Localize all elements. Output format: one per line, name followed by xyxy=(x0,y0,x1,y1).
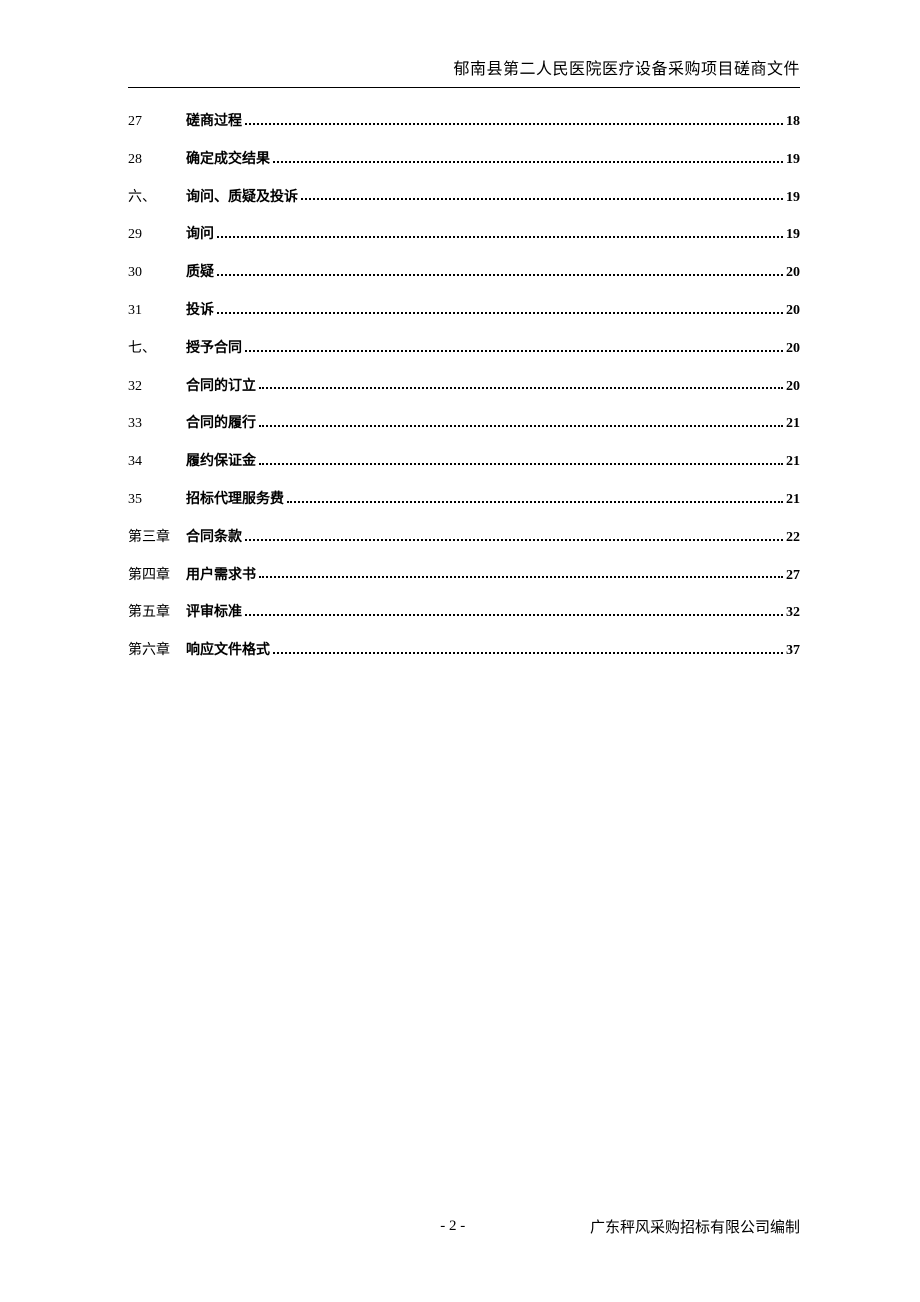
toc-page: 20 xyxy=(786,299,800,323)
toc-dots xyxy=(245,123,783,125)
toc-dots xyxy=(259,425,783,427)
toc-title: 用户需求书 xyxy=(186,564,256,588)
toc-page: 32 xyxy=(786,601,800,625)
toc-number: 第六章 xyxy=(128,639,186,663)
toc-number: 35 xyxy=(128,488,186,512)
toc-page: 37 xyxy=(786,639,800,663)
toc-number: 33 xyxy=(128,412,186,436)
toc-row: 31投诉 20 xyxy=(128,299,800,323)
toc-dots xyxy=(217,274,783,276)
document-page: 郁南县第二人民医院医疗设备采购项目磋商文件 27磋商过程1828确定成交结果19… xyxy=(0,0,920,1302)
toc-row: 第三章合同条款 22 xyxy=(128,526,800,550)
toc-dots xyxy=(217,236,783,238)
toc-title: 合同的订立 xyxy=(186,375,256,399)
toc-page: 20 xyxy=(786,261,800,285)
footer-company: 广东秤风采购招标有限公司编制 xyxy=(590,1216,800,1237)
toc-dots xyxy=(301,198,783,200)
toc-page: 21 xyxy=(786,488,800,512)
toc-title: 授予合同 xyxy=(186,337,242,361)
toc-number: 34 xyxy=(128,450,186,474)
toc-row: 33合同的履行 21 xyxy=(128,412,800,436)
toc-title: 投诉 xyxy=(186,299,214,323)
toc-title: 询问 xyxy=(186,223,214,247)
toc-title: 合同条款 xyxy=(186,526,242,550)
page-header: 郁南县第二人民医院医疗设备采购项目磋商文件 xyxy=(128,55,800,88)
toc-row: 第六章响应文件格式 37 xyxy=(128,639,800,663)
toc-number: 29 xyxy=(128,223,186,247)
toc-dots xyxy=(273,652,783,654)
toc-page: 20 xyxy=(786,375,800,399)
toc-dots xyxy=(259,576,783,578)
toc-dots xyxy=(259,463,783,465)
toc-title: 磋商过程 xyxy=(186,110,242,134)
toc-page: 22 xyxy=(786,526,800,550)
toc-title: 质疑 xyxy=(186,261,214,285)
toc-number: 第三章 xyxy=(128,526,186,550)
toc-dots xyxy=(245,614,783,616)
toc-dots xyxy=(245,539,783,541)
toc-number: 七、 xyxy=(128,337,186,361)
toc-row: 第五章评审标准 32 xyxy=(128,601,800,625)
toc-page: 19 xyxy=(786,148,800,172)
page-number: - 2 - xyxy=(440,1218,465,1235)
toc-page: 19 xyxy=(786,223,800,247)
toc-page: 27 xyxy=(786,564,800,588)
toc-dots xyxy=(273,161,783,163)
toc-row: 34履约保证金 21 xyxy=(128,450,800,474)
toc-title: 确定成交结果 xyxy=(186,148,270,172)
toc-row: 30质疑 20 xyxy=(128,261,800,285)
toc-number: 28 xyxy=(128,148,186,172)
toc-row: 35招标代理服务费 21 xyxy=(128,488,800,512)
toc-page: 19 xyxy=(786,186,800,210)
toc-number: 第四章 xyxy=(128,564,186,588)
toc-title: 响应文件格式 xyxy=(186,639,270,663)
toc-number: 30 xyxy=(128,261,186,285)
toc-number: 第五章 xyxy=(128,601,186,625)
toc-number: 32 xyxy=(128,375,186,399)
header-title: 郁南县第二人民医院医疗设备采购项目磋商文件 xyxy=(453,61,800,78)
toc-row: 32合同的订立 20 xyxy=(128,375,800,399)
toc-title: 评审标准 xyxy=(186,601,242,625)
table-of-contents: 27磋商过程1828确定成交结果19六、询问、质疑及投诉1929询问1930质疑… xyxy=(128,110,800,663)
toc-dots xyxy=(259,387,783,389)
toc-dots xyxy=(287,501,783,503)
toc-row: 27磋商过程 18 xyxy=(128,110,800,134)
toc-page: 20 xyxy=(786,337,800,361)
toc-title: 合同的履行 xyxy=(186,412,256,436)
toc-row: 第四章用户需求书 27 xyxy=(128,564,800,588)
toc-page: 21 xyxy=(786,450,800,474)
toc-number: 27 xyxy=(128,110,186,134)
toc-row: 六、询问、质疑及投诉 19 xyxy=(128,186,800,210)
toc-page: 21 xyxy=(786,412,800,436)
toc-dots xyxy=(217,312,783,314)
toc-dots xyxy=(245,350,783,352)
toc-page: 18 xyxy=(786,110,800,134)
toc-title: 询问、质疑及投诉 xyxy=(186,186,298,210)
toc-title: 履约保证金 xyxy=(186,450,256,474)
toc-number: 六、 xyxy=(128,186,186,210)
toc-title: 招标代理服务费 xyxy=(186,488,284,512)
toc-row: 29询问 19 xyxy=(128,223,800,247)
toc-row: 28确定成交结果 19 xyxy=(128,148,800,172)
toc-row: 七、授予合同 20 xyxy=(128,337,800,361)
toc-number: 31 xyxy=(128,299,186,323)
